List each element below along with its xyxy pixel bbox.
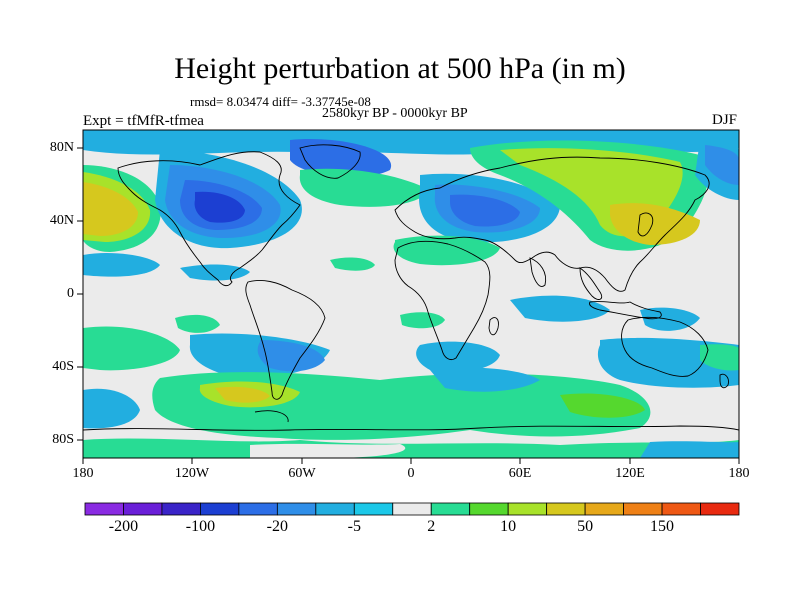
colorbar-swatch (392, 502, 432, 516)
colorbar-swatch (584, 502, 624, 516)
lon-label: 60E (508, 466, 532, 481)
colorbar-label: 150 (650, 518, 675, 535)
lat-label: 40N (49, 213, 74, 228)
colorbar-swatch (315, 502, 355, 516)
colorbar-swatch (661, 502, 701, 516)
coastlines (83, 144, 739, 431)
colorbar-swatch (200, 502, 240, 516)
colorbar-swatch (238, 502, 278, 516)
lon-label: 180 (72, 466, 94, 481)
colorbar-label: -5 (347, 518, 361, 535)
lat-label: 0 (67, 286, 74, 301)
colorbar-label: 10 (500, 518, 517, 535)
lon-label: 0 (407, 466, 415, 481)
colorbar-label: 50 (577, 518, 594, 535)
colorbar-swatch (123, 502, 163, 516)
lat-label: 80S (52, 432, 74, 447)
period-text: 2580kyr BP - 0000kyr BP (322, 106, 468, 121)
contour-field (83, 130, 739, 458)
colorbar-label: -20 (266, 518, 288, 535)
lon-label: 120E (615, 466, 645, 481)
lon-label: 180 (728, 466, 750, 481)
season-label: DJF (712, 112, 738, 128)
colorbar-label: 2 (427, 518, 436, 535)
colorbar-swatch (507, 502, 548, 516)
map-title: Height perturbation at 500 hPa (in m) (174, 52, 626, 85)
colorbar-swatch (700, 502, 740, 516)
colorbar-swatch (161, 502, 201, 516)
lon-label: 120W (174, 466, 210, 481)
lat-label: 80N (49, 140, 74, 155)
colorbar-swatch (353, 502, 394, 516)
colorbar-swatch (276, 502, 317, 516)
lon-label: 60W (288, 466, 316, 481)
colorbar-swatch (430, 502, 471, 516)
colorbar-swatch (84, 502, 124, 516)
colorbar-swatch (623, 502, 663, 516)
lat-label: 40S (52, 359, 74, 374)
colorbar (84, 502, 740, 516)
colorbar-swatch (546, 502, 586, 516)
colorbar-label: -100 (185, 518, 216, 535)
colorbar-label: -200 (108, 518, 139, 535)
colorbar-swatch (469, 502, 509, 516)
experiment-label: Expt = tfMfR-tfmea (83, 113, 204, 129)
stats-text: rmsd= 8.03474 diff= -3.37745e-08 (190, 94, 371, 109)
